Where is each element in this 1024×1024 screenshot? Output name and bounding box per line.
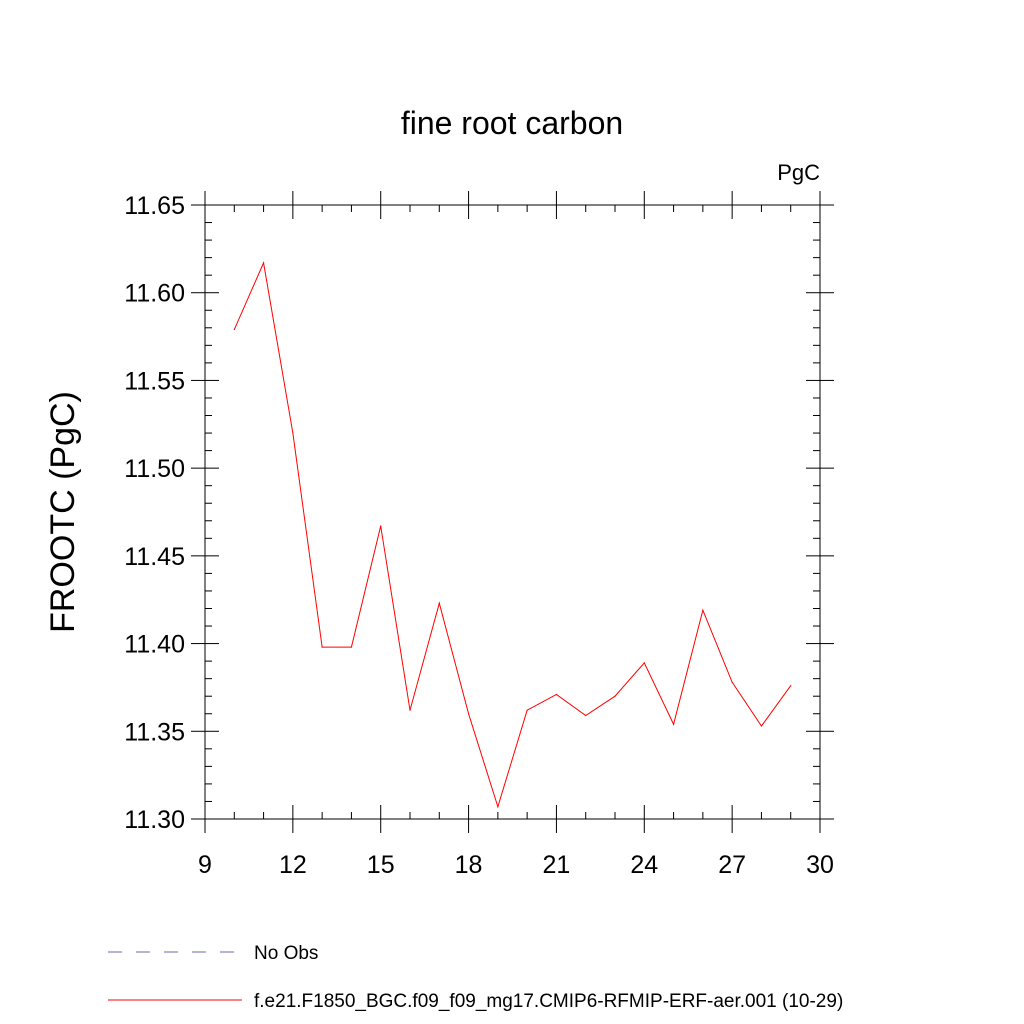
x-tick-label: 9	[198, 851, 212, 879]
y-tick-label: 11.30	[124, 806, 185, 834]
data-point	[526, 709, 528, 711]
y-tick-label: 11.65	[124, 192, 185, 220]
data-point	[262, 262, 265, 264]
plot-border	[204, 204, 821, 820]
data-point	[790, 685, 792, 687]
data-point	[292, 432, 294, 434]
data-point	[614, 695, 616, 697]
data-point	[438, 602, 440, 604]
units-label: PgC	[777, 160, 820, 185]
series-line	[233, 261, 792, 809]
x-tick-label: 21	[543, 851, 571, 879]
data-point	[321, 646, 323, 648]
data-point	[731, 681, 733, 683]
legend: No Obs f.e21.F1850_BGC.f09_f09_mg17.CMIP6…	[108, 943, 843, 1012]
y-axis-label: FROOTC (PgC)	[44, 391, 82, 633]
data-point	[233, 328, 235, 331]
chart-title: fine root carbon	[401, 105, 623, 141]
y-tick-label: 11.55	[124, 367, 185, 395]
data-point	[497, 806, 499, 808]
legend-label: f.e21.F1850_BGC.f09_f09_mg17.CMIP6-RFMIP…	[254, 991, 843, 1012]
x-tick-label: 30	[806, 851, 834, 879]
x-tick-label: 27	[718, 851, 746, 879]
data-point	[760, 725, 763, 727]
data-point	[643, 662, 645, 664]
data-point	[672, 723, 675, 725]
x-tick-label: 12	[279, 851, 307, 879]
y-tick-label: 11.45	[124, 543, 185, 571]
legend-label: No Obs	[254, 943, 318, 964]
x-tick-label: 15	[367, 851, 395, 879]
data-point	[555, 693, 558, 696]
data-point	[409, 709, 411, 711]
y-tick-label: 11.35	[124, 718, 185, 746]
y-tick-label: 11.50	[124, 455, 185, 483]
plot-frame	[204, 204, 821, 820]
series-layer	[233, 261, 792, 809]
x-tick-label: 24	[630, 851, 658, 879]
y-tick-label: 11.40	[124, 631, 185, 659]
data-point	[380, 525, 382, 527]
y-axis-ticks: 11.30 11.35 11.40 11.45 11.50 11.55 11.60 11.65	[124, 192, 834, 834]
x-tick-label: 18	[455, 851, 483, 879]
y-tick-label: 11.60	[124, 280, 185, 308]
data-point	[702, 609, 704, 611]
data-point	[467, 713, 470, 715]
x-axis-ticks: 9 12 15 18 21 24 27 30	[198, 191, 834, 879]
data-point	[350, 646, 353, 648]
data-point	[585, 714, 587, 717]
